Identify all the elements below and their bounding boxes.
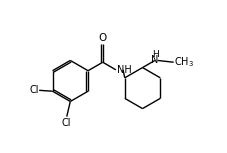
Text: H: H bbox=[151, 50, 158, 59]
Text: Cl: Cl bbox=[29, 85, 38, 95]
Text: NH: NH bbox=[116, 65, 131, 75]
Text: O: O bbox=[98, 33, 106, 43]
Text: CH$_3$: CH$_3$ bbox=[173, 55, 193, 69]
Text: N: N bbox=[151, 55, 158, 65]
Text: Cl: Cl bbox=[62, 118, 71, 128]
